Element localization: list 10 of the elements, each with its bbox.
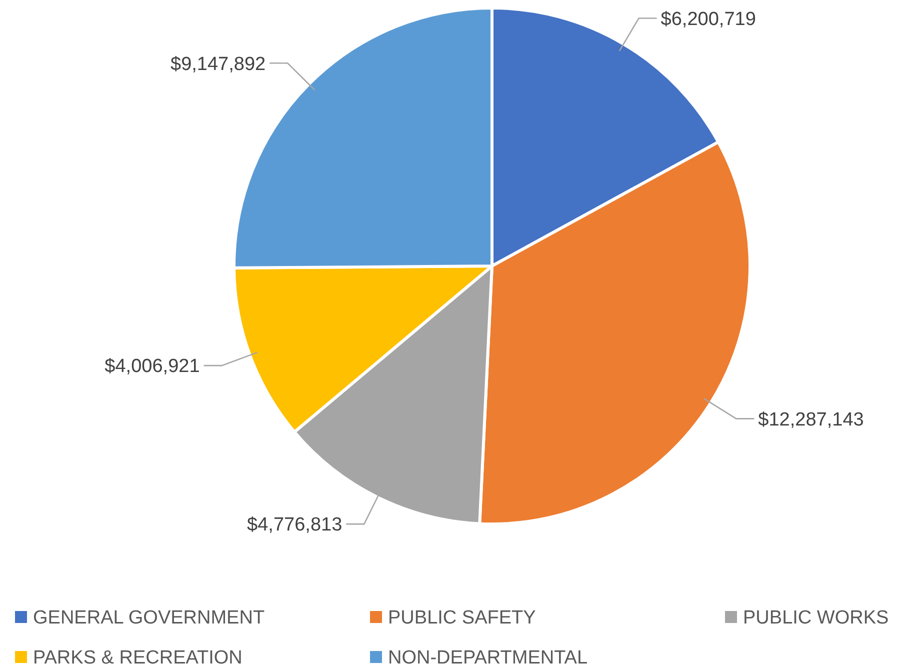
legend-label: PUBLIC WORKS (743, 608, 889, 629)
data-label: $6,200,719 (660, 8, 756, 30)
data-label: $9,147,892 (170, 54, 266, 75)
data-label: $12,287,143 (758, 409, 864, 430)
legend-label: NON-DEPARTMENTAL (388, 648, 588, 669)
legend-label: PARKS & RECREATION (33, 648, 242, 669)
data-label: $4,776,813 (247, 514, 342, 536)
data-label: $4,006,921 (104, 356, 200, 378)
legend-label: PUBLIC SAFETY (388, 608, 536, 629)
legend-label: GENERAL GOVERNMENT (33, 608, 265, 629)
